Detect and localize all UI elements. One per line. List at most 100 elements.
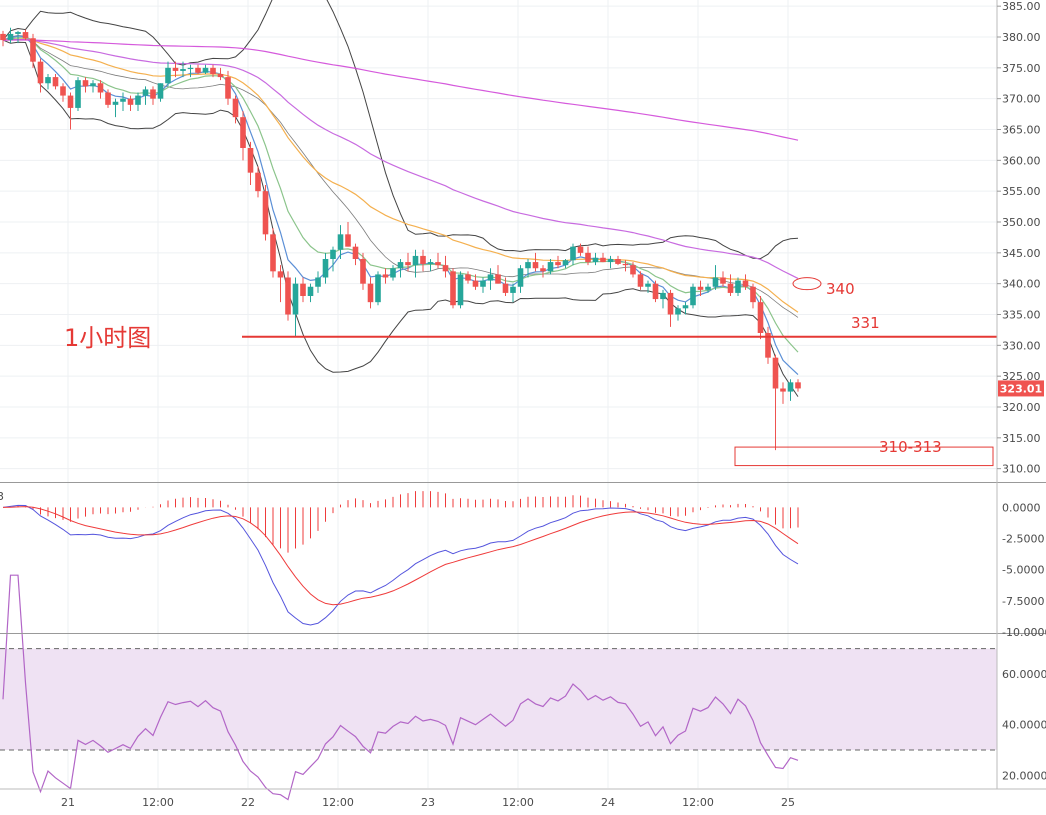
candle-body (390, 268, 396, 278)
ma-long (2, 39, 799, 279)
candle-body (22, 32, 29, 39)
price-axis-label: 365.00 (1002, 124, 1041, 137)
candle-body (382, 274, 389, 278)
timeframe-label: 1小时图 (64, 324, 151, 352)
candle-body (555, 262, 561, 266)
candle-body (495, 274, 501, 284)
candle-body (562, 260, 569, 266)
candle-body (660, 292, 666, 300)
candle-body (585, 252, 591, 263)
candle-body (270, 234, 276, 272)
time-axis-label: 23 (421, 796, 435, 809)
price-axis-label: 385.00 (1002, 0, 1041, 13)
candle-body (540, 268, 546, 272)
candle-body (195, 67, 201, 73)
candle-body (262, 191, 269, 235)
candle-body (0, 33, 6, 41)
rsi-line (2, 574, 799, 801)
ma-mid (2, 37, 799, 353)
price-panel (0, 0, 997, 467)
candle-body (210, 67, 216, 74)
candle-body (135, 95, 141, 105)
candle-body (150, 89, 156, 99)
price-axis-label: 320.00 (1002, 401, 1041, 414)
candle-body (292, 283, 299, 315)
candle-body (420, 255, 426, 264)
macd-axis-label: -5.0000 (1002, 564, 1044, 577)
candle-body (517, 268, 524, 287)
candle-body (772, 357, 779, 389)
candle-body (720, 277, 726, 284)
candle-body (765, 333, 771, 358)
price-axis-label: 380.00 (1002, 31, 1041, 44)
candle-body (52, 77, 59, 87)
candle-body (232, 98, 239, 118)
candle-body (750, 286, 756, 303)
price-axis-label: 335.00 (1002, 309, 1041, 322)
rsi-axis-label: 60.0000 (1002, 668, 1046, 681)
candle-body (157, 83, 164, 99)
target-zone-box (734, 446, 994, 467)
candle-body (127, 98, 134, 105)
candle-body (15, 32, 21, 34)
candle-body (637, 274, 644, 287)
resistance-marker (792, 277, 822, 291)
candle-body (682, 305, 689, 309)
candle-body (442, 265, 449, 272)
candle-body (547, 262, 554, 272)
candle-body (735, 280, 741, 293)
candle-body (142, 89, 149, 96)
candle-body (607, 259, 614, 263)
candle-body (450, 271, 456, 306)
candle-body (795, 382, 801, 389)
candle-body (165, 67, 171, 84)
macd-axis-label: -2.5000 (1002, 533, 1044, 546)
candle-body (577, 246, 584, 253)
macd-panel: 3 (0, 490, 799, 626)
target-zone-label: 310-313 (879, 438, 942, 456)
time-axis-label: 12:00 (322, 796, 354, 809)
candle-body (240, 117, 246, 148)
support-label: 331 (851, 314, 880, 332)
macd-partial-label: 3 (0, 490, 4, 503)
price-axis-label: 360.00 (1002, 154, 1041, 167)
candle-body (67, 95, 74, 108)
ma-very-long (2, 39, 799, 141)
last-price-tag (998, 380, 1044, 397)
price-axis-label: 325.00 (1002, 370, 1041, 383)
candle-body (225, 77, 231, 99)
candle-body (757, 302, 764, 333)
price-axis-label: 330.00 (1002, 339, 1041, 352)
candle-body (367, 283, 374, 303)
candle-body (112, 101, 119, 105)
price-axis-label: 315.00 (1002, 432, 1041, 445)
candle-body (472, 280, 479, 287)
time-axis-label: 12:00 (682, 796, 714, 809)
time-axis-label: 12:00 (502, 796, 534, 809)
candle-body (337, 234, 344, 250)
candle-body (180, 69, 186, 71)
price-axis-label: 345.00 (1002, 247, 1041, 260)
candle-body (570, 246, 576, 261)
candle-body (285, 277, 291, 315)
rsi-band (0, 648, 997, 750)
candle-body (187, 67, 194, 70)
candle-body (525, 262, 531, 269)
candle-body (90, 83, 96, 87)
time-axis-label: 25 (781, 796, 795, 809)
candle-body (172, 67, 179, 71)
candle-body (105, 92, 111, 105)
candle-body (352, 246, 359, 259)
last-price-label: 323.01 (1000, 382, 1042, 395)
candle-body (742, 280, 749, 287)
time-axis-label: 12:00 (142, 796, 174, 809)
ma-slow (2, 38, 799, 313)
candle-body (727, 283, 734, 293)
candle-body (487, 274, 494, 281)
time-axis-label: 21 (61, 796, 75, 809)
candle-body (615, 259, 621, 264)
signal-line (2, 506, 799, 606)
candle-body (780, 388, 786, 392)
